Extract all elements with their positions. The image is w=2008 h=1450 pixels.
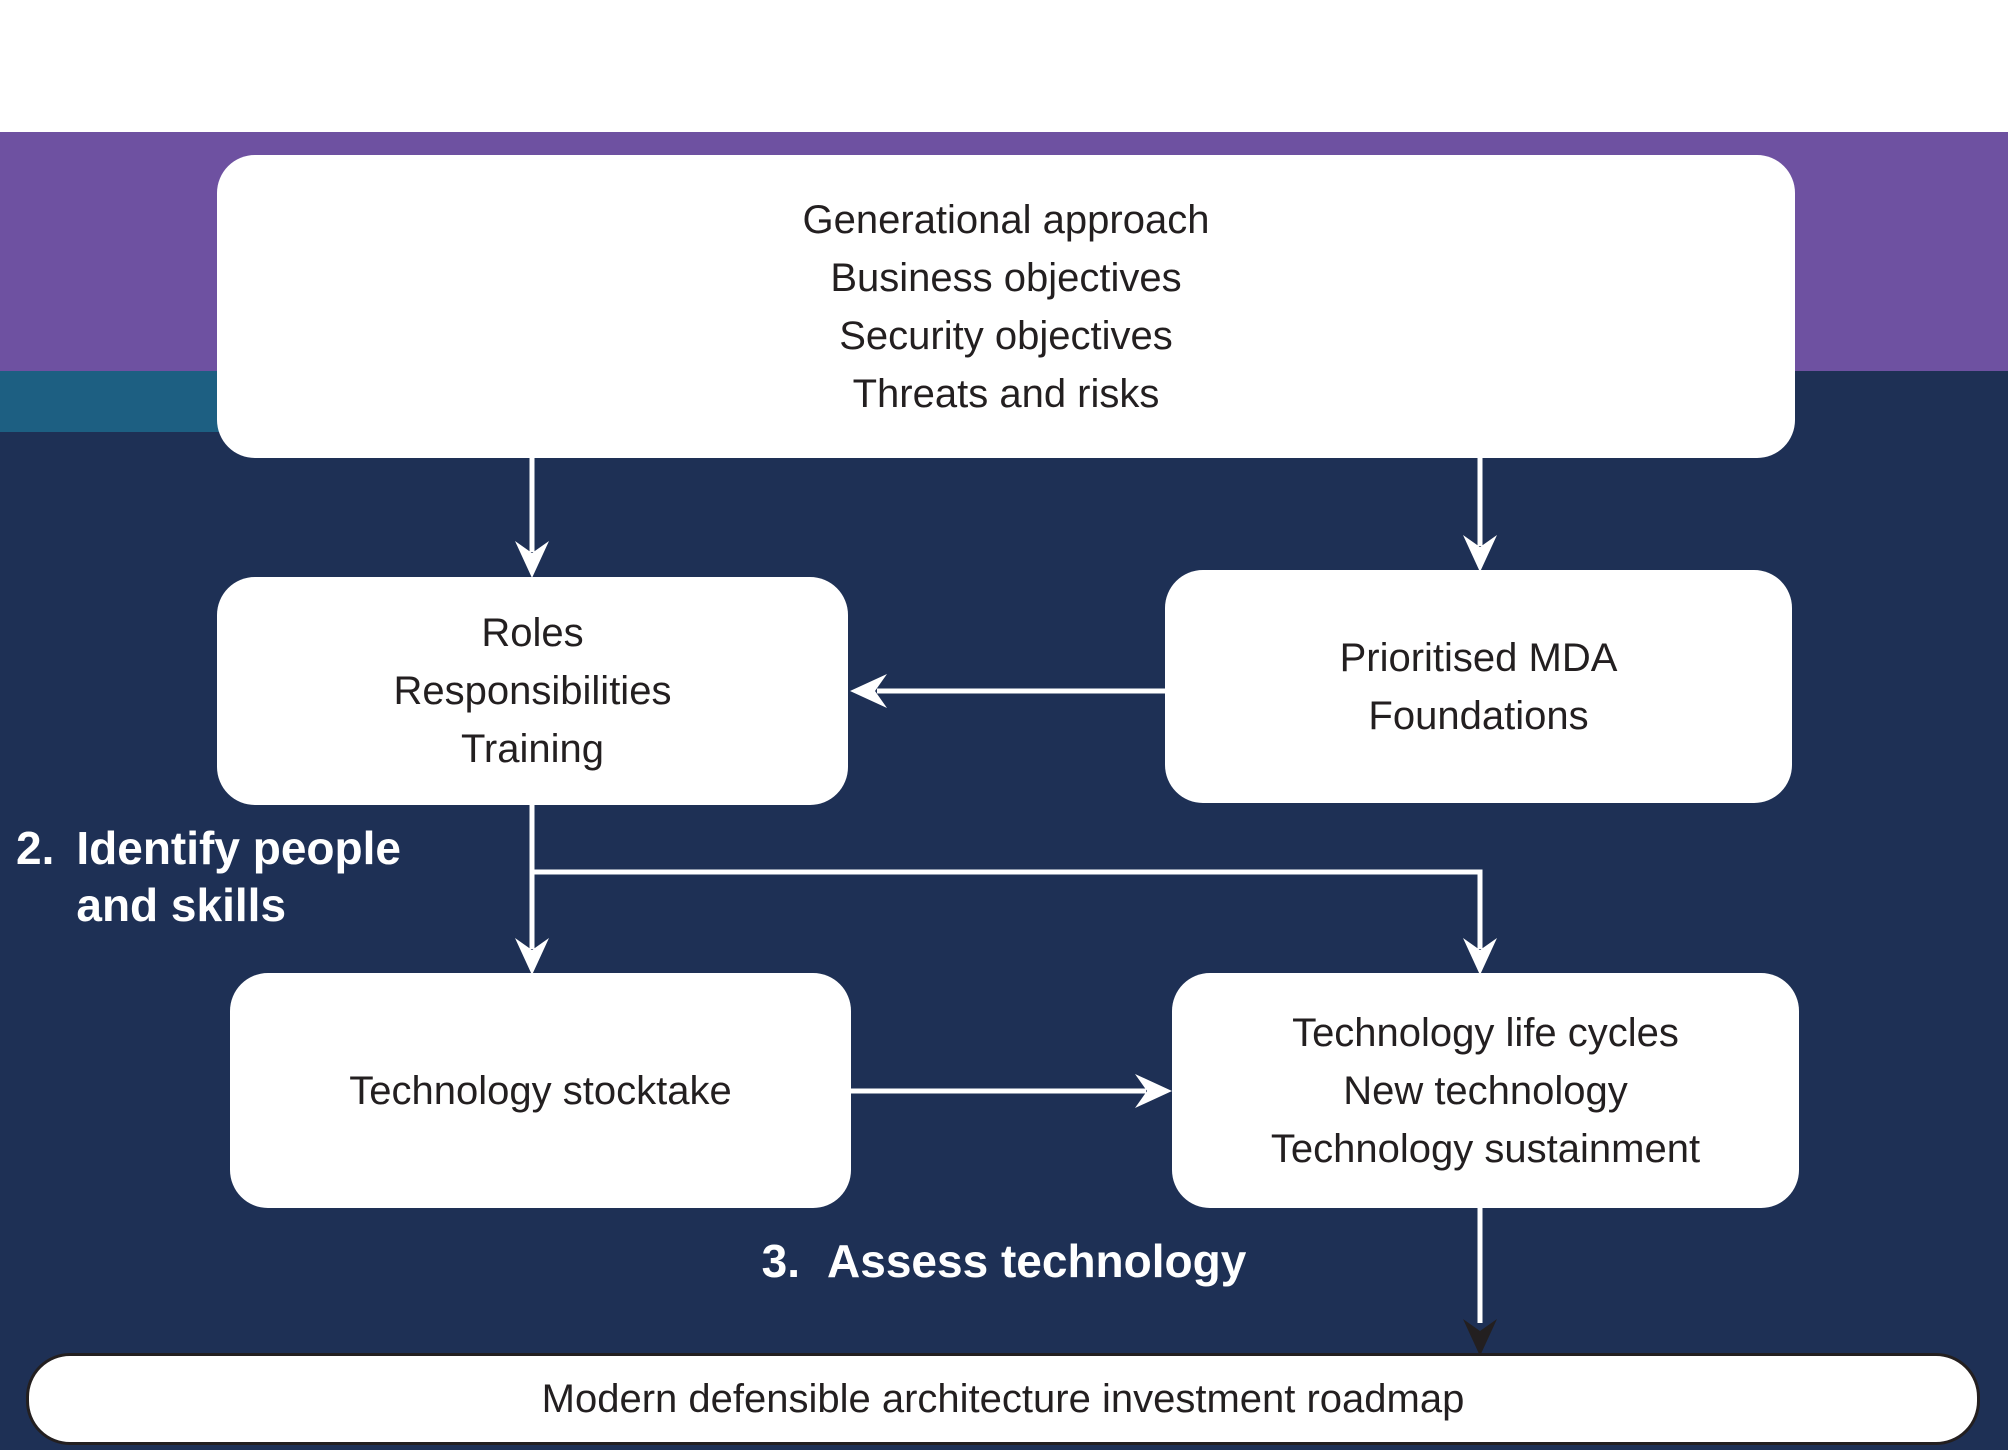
- section-1-title: Map organisational strategy to MDA Found…: [486, 66, 1606, 119]
- arrow-people-to-technology-outputs: [530, 869, 1483, 949]
- people-skills-node: Roles Responsibilities Training: [217, 577, 848, 805]
- node-line: Security objectives: [839, 313, 1173, 358]
- footer-region: [0, 0, 2008, 132]
- node-line: Technology sustainment: [1270, 1126, 1701, 1171]
- arrowhead-down-dark-icon: [1463, 1319, 1497, 1356]
- arrowhead-down-icon: [1463, 938, 1497, 975]
- technology-stocktake-node: Technology stocktake: [230, 973, 851, 1208]
- arrowhead-down-icon: [1463, 535, 1497, 572]
- section-3-title: Assess technology: [827, 1235, 1247, 1287]
- node-line: Generational approach: [802, 197, 1210, 242]
- node-line: Roles: [481, 611, 584, 655]
- section-2-title-line1: Identify people: [76, 822, 401, 874]
- node-line: Foundations: [1368, 693, 1589, 738]
- arrowhead-left-icon: [850, 674, 887, 708]
- node-line: New technology: [1343, 1068, 1628, 1113]
- node-line: Training: [460, 727, 605, 771]
- prioritised-mda-foundations-node: Prioritised MDA Foundations: [1165, 570, 1792, 803]
- node-line: Prioritised MDA: [1339, 635, 1618, 680]
- arrowhead-down-icon: [515, 938, 549, 975]
- section-2-number: 2.: [16, 822, 55, 874]
- strategy-inputs-node: Generational approach Business objective…: [217, 155, 1795, 458]
- node-line: Threats and risks: [852, 371, 1160, 416]
- arrowhead-down-icon: [515, 541, 549, 578]
- section-1-number: 1.: [402, 66, 443, 119]
- arrowhead-right-icon: [1135, 1074, 1172, 1108]
- node-line: Technology stocktake: [349, 1068, 732, 1113]
- section-3-label: 3. Assess technology: [0, 1233, 2008, 1290]
- section-2-label: 2. Identify people and skills: [16, 820, 401, 934]
- section-2-title-line2: and skills: [76, 879, 287, 931]
- roadmap-bar: Modern defensible architecture investmen…: [26, 1353, 1980, 1445]
- section-3-number: 3.: [761, 1235, 801, 1287]
- roadmap-label: Modern defensible architecture investmen…: [541, 1376, 1465, 1421]
- technology-outputs-node: Technology life cycles New technology Te…: [1172, 973, 1799, 1208]
- node-line: Business objectives: [830, 255, 1182, 300]
- node-line: Technology life cycles: [1292, 1010, 1679, 1055]
- node-line: Responsibilities: [393, 669, 672, 713]
- section-1-label: 1. Map organisational strategy to MDA Fo…: [0, 64, 2008, 121]
